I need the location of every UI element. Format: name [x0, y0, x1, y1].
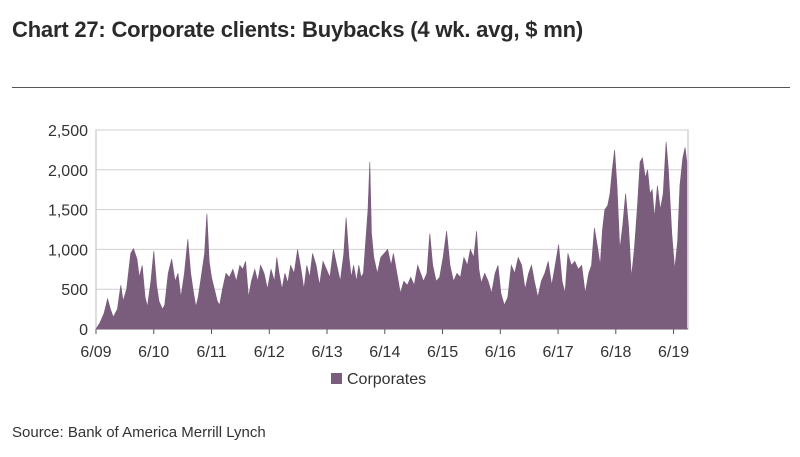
legend-swatch-corporates — [331, 373, 342, 384]
x-tick-label: 6/13 — [311, 344, 342, 361]
x-axis: 6/09 6/10 6/11 6/12 6/13 6/14 6/15 6/16 6/17 6/18… — [80, 328, 689, 361]
legend-label-corporates: Corporates — [347, 371, 426, 388]
x-tick-label: 6/16 — [485, 344, 516, 361]
x-tick-label: 6/09 — [80, 344, 111, 361]
series-area-corporates — [95, 141, 688, 330]
plot-area — [95, 141, 688, 330]
y-tick-label: 2,000 — [48, 163, 88, 180]
source-note: Source: Bank of America Merrill Lynch — [12, 424, 266, 441]
x-tick-label: 6/10 — [138, 344, 169, 361]
legend: Corporates — [331, 371, 426, 388]
y-tick-label: 500 — [61, 282, 88, 299]
y-tick-label: 1,500 — [48, 203, 88, 220]
title-divider — [12, 87, 790, 88]
y-tick-label: 2,500 — [48, 123, 88, 140]
x-tick-label: 6/12 — [254, 344, 285, 361]
chart-title: Chart 27: Corporate clients: Buybacks (4… — [12, 17, 583, 42]
chart: 0 500 1,000 1,500 2,000 2,500 6/09 6/10 6/11 6/1… — [48, 123, 689, 388]
y-tick-label: 1,000 — [48, 242, 88, 259]
x-tick-label: 6/17 — [542, 344, 573, 361]
x-tick-label: 6/11 — [197, 344, 227, 361]
y-tick-label: 0 — [79, 322, 88, 339]
x-tick-label: 6/15 — [427, 344, 458, 361]
x-tick-label: 6/18 — [600, 344, 631, 361]
x-tick-label: 6/14 — [369, 344, 400, 361]
x-tick-label: 6/19 — [658, 344, 689, 361]
